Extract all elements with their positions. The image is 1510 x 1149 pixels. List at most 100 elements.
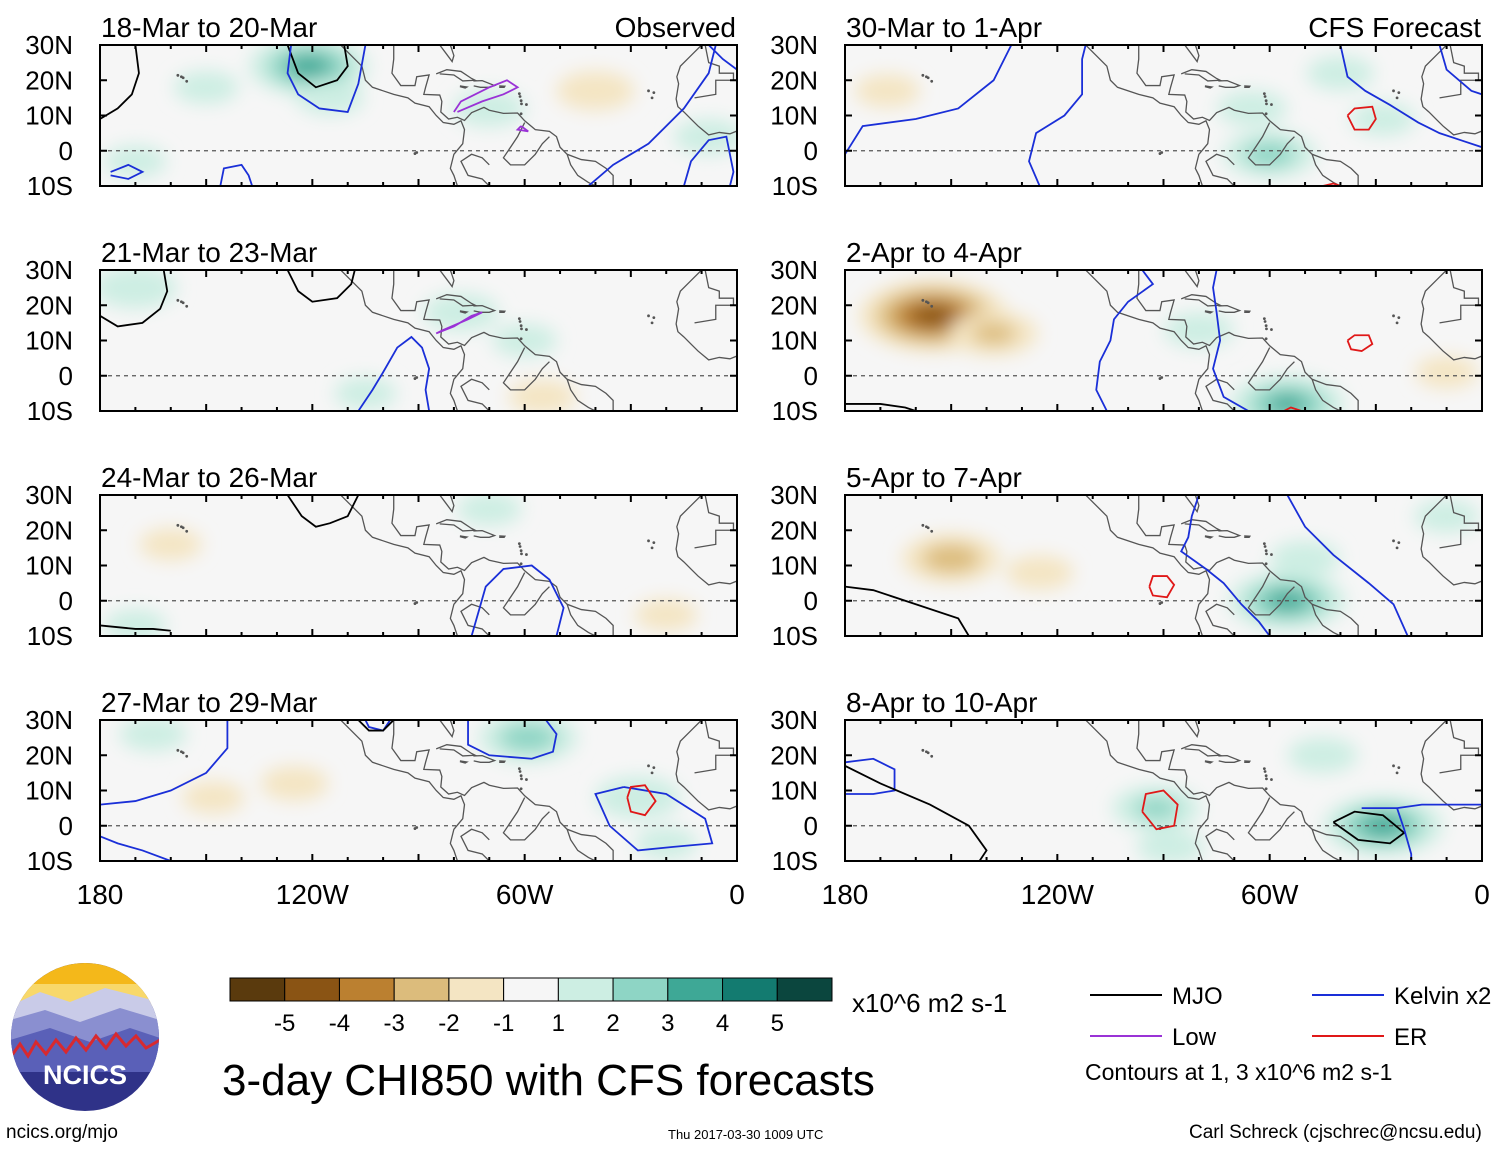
island [647, 314, 650, 318]
kelvin-contour [467, 720, 558, 760]
coastlines [921, 495, 1482, 636]
coastline [566, 829, 596, 861]
colorbar-units: x10^6 m2 s-1 [852, 988, 1008, 1018]
coastline [1244, 85, 1252, 88]
island [652, 766, 656, 769]
lon-tick-label: 120W [1021, 879, 1095, 910]
coastline [1184, 720, 1200, 738]
lon-tick-label: 120W [276, 879, 350, 910]
anomaly-blob [911, 305, 956, 327]
coastline [459, 535, 469, 539]
colorbar-tick-label: 4 [716, 1010, 729, 1037]
colorbar-tick-label: -4 [329, 1010, 350, 1037]
anomaly-blob [1216, 90, 1288, 127]
island [930, 79, 934, 83]
lat-tick-label: 0 [804, 136, 818, 166]
anomaly-shading [859, 280, 1478, 411]
mjo-contour [286, 45, 349, 89]
anomaly-blob [1244, 141, 1296, 167]
lat-tick-label: 0 [59, 811, 73, 841]
anomaly-blob [104, 145, 167, 178]
island [1397, 316, 1401, 319]
island [519, 562, 523, 566]
coastline [502, 797, 550, 841]
island [181, 76, 185, 80]
island [1395, 96, 1399, 100]
island [519, 324, 523, 328]
mjo-contour [845, 403, 917, 411]
island [525, 103, 528, 106]
mjo-contour [286, 270, 356, 303]
coastline [1311, 379, 1341, 411]
island [1158, 377, 1162, 380]
er-contour [1283, 406, 1302, 411]
coastline [435, 294, 478, 307]
island [518, 770, 522, 773]
anomaly-blob [595, 776, 681, 819]
coastline [435, 519, 478, 532]
wave-contours [845, 270, 1374, 411]
lon-tick-label: 0 [1474, 879, 1490, 910]
colorbar-swatch [557, 977, 614, 1002]
coastline [1204, 85, 1214, 89]
colorbar-swatch [612, 977, 669, 1002]
island [1262, 542, 1266, 546]
kelvin-contour [100, 720, 229, 806]
island [517, 92, 521, 96]
coastlines [176, 270, 737, 411]
lat-tick-label: 20N [25, 740, 73, 770]
island [921, 748, 925, 752]
island [1263, 770, 1267, 773]
coastline [675, 720, 737, 811]
er-contour [1141, 789, 1179, 831]
coastline [675, 495, 737, 586]
er-contour [1346, 334, 1374, 353]
panel-background [100, 45, 737, 186]
lat-tick-label: 10N [770, 551, 818, 581]
panel-period: 18-Mar to 20-Mar [101, 12, 317, 43]
kelvin-contour [1361, 803, 1482, 810]
anomaly-blob [556, 71, 635, 111]
colorbar-swatch [284, 977, 340, 1002]
map-panel: 30N 20N 10N 0 10S 18-Mar to 20-Mar Observed [25, 12, 738, 201]
lat-tick-label: 10N [25, 776, 73, 806]
kelvin-contour [845, 45, 1013, 155]
island [921, 73, 925, 77]
island [650, 96, 654, 100]
anomaly-blob [1414, 499, 1480, 533]
coastline [439, 720, 455, 738]
coastline [1247, 347, 1295, 391]
lat-tick-label: 10S [27, 621, 73, 651]
panel-source: CFS Forecast [1308, 12, 1481, 43]
island [1392, 539, 1395, 543]
coastline [499, 310, 507, 313]
coastline [1420, 45, 1482, 136]
island [181, 526, 185, 530]
kelvin-contour [587, 45, 717, 186]
island [185, 304, 189, 308]
anomaly-blob [1415, 356, 1478, 389]
low-contour [453, 79, 520, 113]
colorbar-tick-label: -1 [493, 1010, 514, 1037]
coastlines [921, 270, 1482, 411]
coastline [694, 495, 735, 549]
colorbar-swatch [393, 977, 450, 1002]
coastline [1247, 797, 1295, 841]
kelvin-contour [1212, 270, 1249, 411]
kelvin-contour [357, 335, 431, 411]
kelvin-contour [1180, 495, 1271, 636]
colorbar-tick-label: 1 [552, 1010, 565, 1037]
wave-contours [100, 720, 714, 861]
legend-label: MJO [1172, 983, 1223, 1010]
island [1264, 774, 1268, 778]
island [517, 767, 521, 771]
mjo-contour [1332, 810, 1406, 845]
kelvin-contour [286, 45, 367, 113]
island [1265, 327, 1268, 331]
author-credit: Carl Schreck (cjschrec@ncsu.edu) [1189, 1122, 1482, 1143]
island [1263, 545, 1267, 548]
panel-period: 2-Apr to 4-Apr [846, 237, 1022, 268]
coastline [435, 69, 478, 82]
site-link[interactable]: ncics.org/mjo [6, 1122, 118, 1143]
coastline [1067, 495, 1211, 636]
